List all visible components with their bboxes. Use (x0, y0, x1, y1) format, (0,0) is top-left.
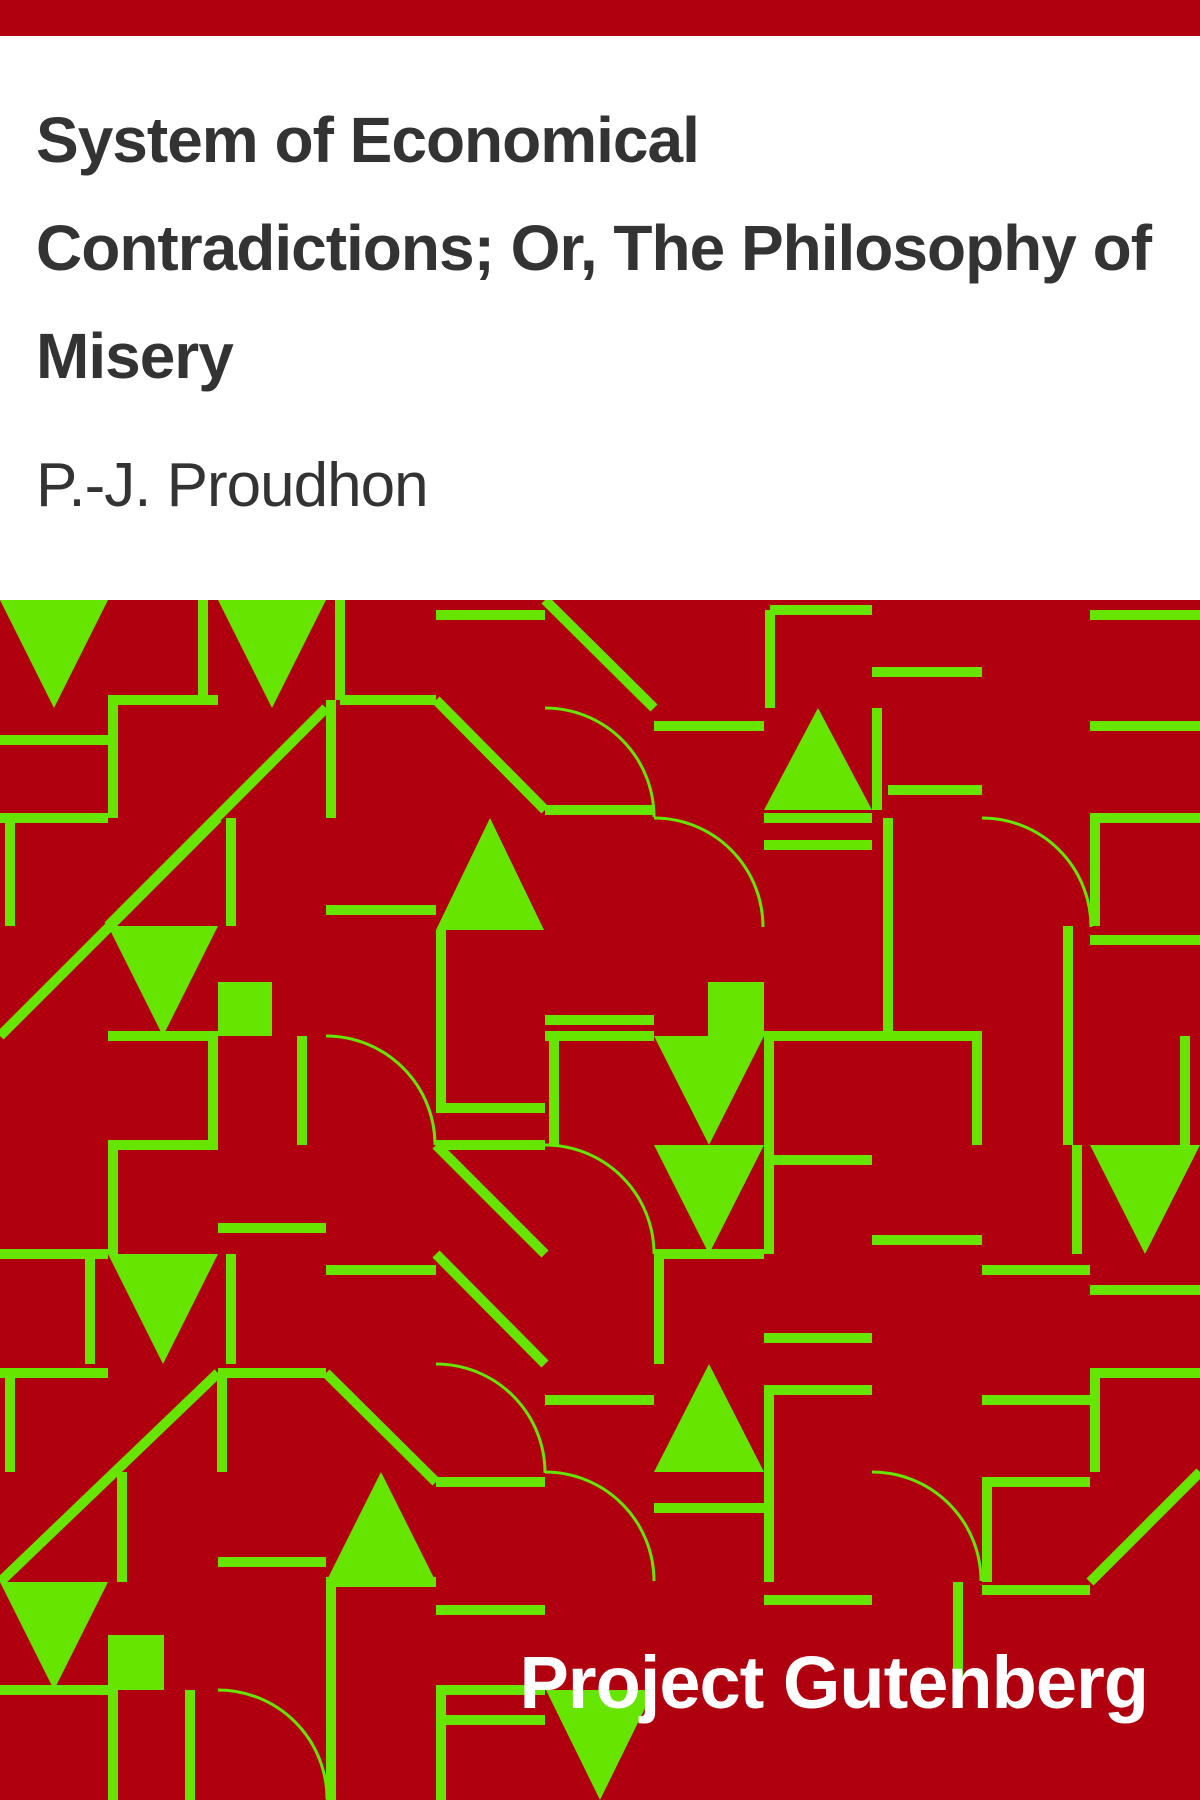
pattern-arcs (217, 706, 1093, 1800)
book-author: P.-J. Proudhon (36, 451, 429, 520)
pattern-triangles (0, 600, 1200, 1800)
cover-pattern (0, 600, 1200, 1800)
publisher-name: Project Gutenberg (519, 1641, 1149, 1724)
pattern-diagonals (0, 696, 1200, 1586)
book-title: System of Economical Contradictions; Or,… (36, 104, 1152, 392)
pattern-lines (0, 600, 1200, 1800)
pattern-squares (108, 982, 764, 1690)
top-accent-bar (0, 0, 1200, 36)
